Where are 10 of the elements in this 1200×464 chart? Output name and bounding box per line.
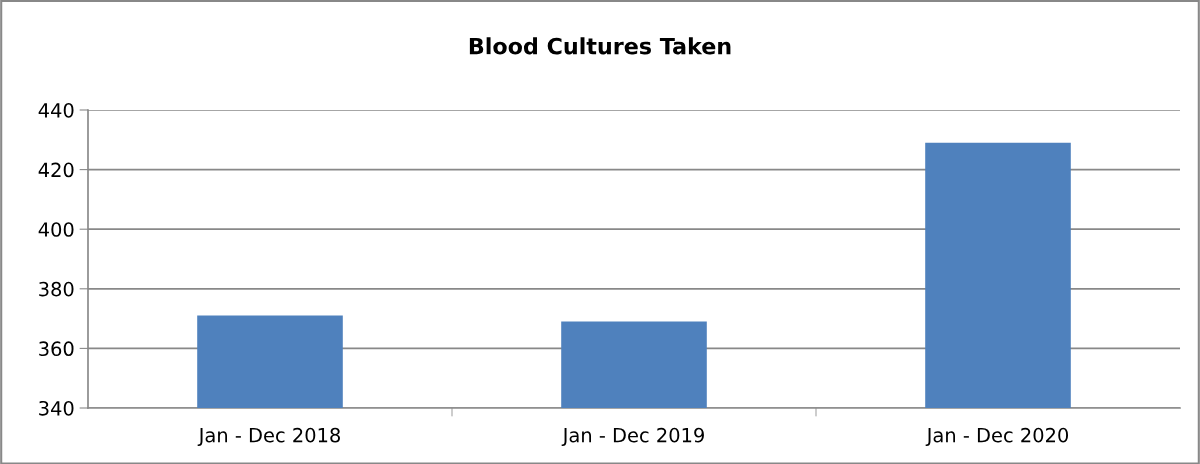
y-tick-label: 400 xyxy=(38,222,74,237)
y-tick-label: 440 xyxy=(38,102,74,118)
x-tick-label: Jan - Dec 2018 xyxy=(197,427,340,447)
x-tick-label: Jan - Dec 2019 xyxy=(561,427,704,447)
y-tick-label: 340 xyxy=(39,400,74,416)
chart-title: Blood Cultures Taken xyxy=(469,37,731,55)
y-tick-label: 380 xyxy=(39,281,74,297)
y-tick-label: 420 xyxy=(38,162,74,178)
x-tick-label: Jan - Dec 2020 xyxy=(925,427,1069,447)
y-tick-label: 360 xyxy=(39,341,74,357)
